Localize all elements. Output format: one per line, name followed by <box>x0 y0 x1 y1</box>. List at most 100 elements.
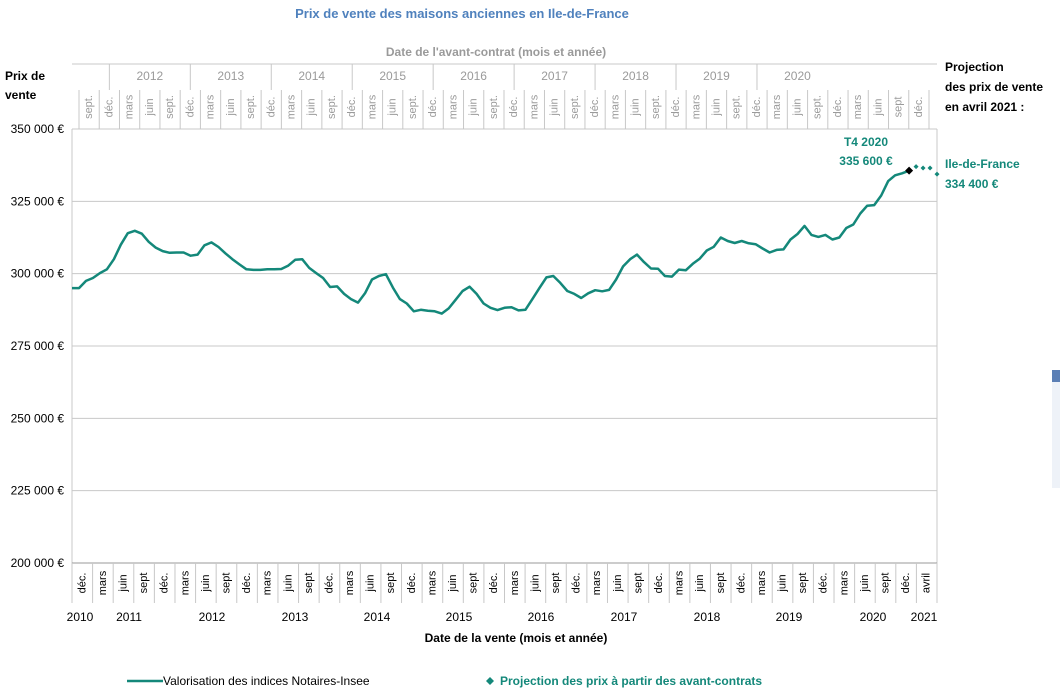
top-year-label: 2019 <box>703 69 730 83</box>
bottom-month-label: déc. <box>406 573 418 594</box>
y-tick-label: 225 000 € <box>11 484 65 498</box>
x-axis-title: Date de la vente (mois et année) <box>425 631 608 645</box>
bottom-month-label: mars <box>756 570 768 595</box>
bottom-month-label: mars <box>838 570 850 595</box>
bottom-month-label: sept <box>550 573 562 594</box>
top-month-label: déc. <box>508 97 520 118</box>
top-month-label: déc. <box>670 97 682 118</box>
top-month-label: déc. <box>427 97 439 118</box>
region-label: Ile-de-France <box>945 157 1020 171</box>
bottom-month-label: juin <box>200 574 212 592</box>
top-month-label: mars <box>528 94 540 119</box>
top-month-label: juin <box>387 98 399 116</box>
projection-header: Projection des prix de vente en avril 20… <box>945 60 1046 114</box>
top-month-label: sept. <box>83 95 95 119</box>
top-axis-title: Date de l'avant-contrat (mois et année) <box>386 45 606 59</box>
bottom-year-label: 2020 <box>860 610 887 624</box>
top-month-label: déc. <box>913 97 925 118</box>
bottom-month-label: déc. <box>241 573 253 594</box>
top-month-label: sept. <box>326 95 338 119</box>
top-year-label: 2020 <box>784 69 811 83</box>
chart-title: Prix de vente des maisons anciennes en I… <box>295 6 629 21</box>
top-month-label: déc. <box>832 97 844 118</box>
top-month-label: juin <box>711 98 723 116</box>
top-month-label: sept. <box>164 95 176 119</box>
top-year-label: 2015 <box>379 69 406 83</box>
grid <box>71 128 938 564</box>
bottom-month-label: sept <box>632 573 644 594</box>
bottom-year-label: 2015 <box>446 610 473 624</box>
bottom-month-label: déc. <box>818 573 830 594</box>
t4-marker <box>905 166 914 175</box>
top-month-label: juin <box>549 98 561 116</box>
bottom-year-label: 2014 <box>364 610 391 624</box>
top-month-label: mars <box>852 94 864 119</box>
top-month-label: sept. <box>569 95 581 119</box>
bottom-month-label: juin <box>447 574 459 592</box>
top-year-label: 2013 <box>217 69 244 83</box>
projection-point <box>934 171 940 177</box>
bottom-month-label: mars <box>344 570 356 595</box>
bottom-month-label: juin <box>117 574 129 592</box>
top-month-label: mars <box>124 94 136 119</box>
y-axis-label: Prix de vente <box>5 69 48 102</box>
bottom-month-label: sept <box>385 573 397 594</box>
bottom-month-label: juin <box>365 574 377 592</box>
y-tick-label: 325 000 € <box>11 194 65 208</box>
top-month-label: sept. <box>488 95 500 119</box>
top-month-label: mars <box>690 94 702 119</box>
y-tick-label: 300 000 € <box>11 267 65 281</box>
series-layer <box>72 164 940 315</box>
bottom-month-label: juin <box>612 574 624 592</box>
bottom-month-label: déc. <box>653 573 665 594</box>
bottom-month-label: mars <box>426 570 438 595</box>
top-month-label: juin <box>306 98 318 116</box>
bottom-year-label: 2018 <box>694 610 721 624</box>
series-line <box>72 169 910 315</box>
bottom-year-label: 2013 <box>282 610 309 624</box>
top-month-label: déc. <box>589 97 601 118</box>
bottom-month-label: déc. <box>571 573 583 594</box>
top-month-label: mars <box>771 94 783 119</box>
truncated-widget-header <box>1052 370 1060 382</box>
bottom-month-label: déc. <box>735 573 747 594</box>
bottom-month-label: déc. <box>488 573 500 594</box>
top-month-label: déc. <box>103 97 115 118</box>
bottom-month-label: juin <box>529 574 541 592</box>
y-tick-labels: 350 000 € 325 000 € 300 000 € 275 000 € 250 … <box>11 122 65 570</box>
bottom-axis: déc. mars juin sept déc. mars juin sept déc. mars… <box>67 562 938 624</box>
top-month-label: mars <box>205 94 217 119</box>
y-tick-label: 200 000 € <box>11 556 65 570</box>
bottom-month-label: juin <box>282 574 294 592</box>
bottom-year-label: 2016 <box>528 610 555 624</box>
top-month-label: déc. <box>346 97 358 118</box>
bottom-month-label: sept <box>303 573 315 594</box>
projection-point <box>927 165 933 171</box>
top-month-label: sept. <box>407 95 419 119</box>
top-month-label: mars <box>366 94 378 119</box>
t4-value: 335 600 € <box>839 154 893 168</box>
top-year-label: 2014 <box>298 69 325 83</box>
bottom-month-label: mars <box>509 570 521 595</box>
y-tick-label: 350 000 € <box>11 122 65 136</box>
bottom-month-label: sept <box>220 573 232 594</box>
top-year-label: 2016 <box>460 69 487 83</box>
top-month-label: juin <box>468 98 480 116</box>
y-tick-label: 250 000 € <box>11 411 65 425</box>
bottom-month-label: déc. <box>900 573 912 594</box>
top-year-label: 2017 <box>541 69 568 83</box>
bottom-month-label: déc. <box>159 573 171 594</box>
bottom-year-label: 2010 <box>67 610 94 624</box>
legend-diamond-marker <box>486 677 494 685</box>
bottom-year-label: 2012 <box>199 610 226 624</box>
top-month-label: sept. <box>731 95 743 119</box>
bottom-year-label: 2021 <box>911 610 938 624</box>
bottom-month-label: mars <box>262 570 274 595</box>
bottom-month-label: mars <box>674 570 686 595</box>
legend-item-series: Valorisation des indices Notaires-Insee <box>163 674 370 688</box>
top-month-label: mars <box>447 94 459 119</box>
legend-item-projection: Projection des prix à partir des avant-c… <box>500 674 762 688</box>
top-month-label: sept. <box>245 95 257 119</box>
top-month-label: juin <box>630 98 642 116</box>
